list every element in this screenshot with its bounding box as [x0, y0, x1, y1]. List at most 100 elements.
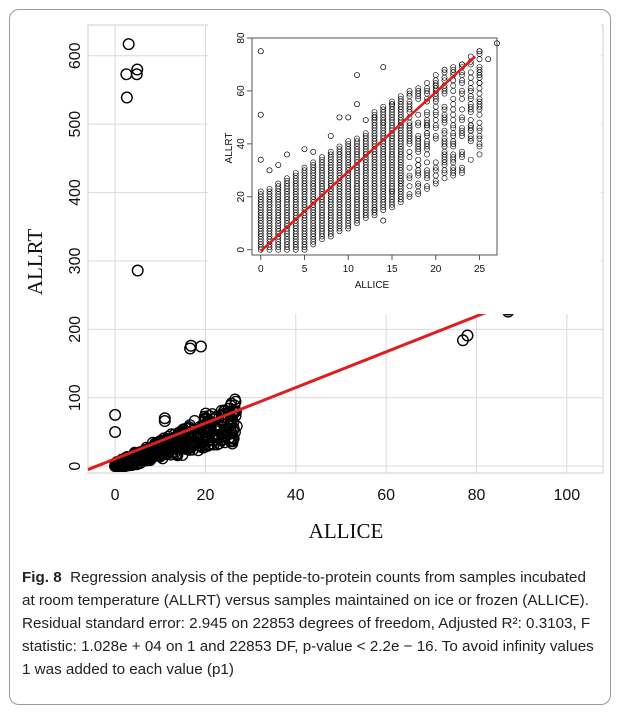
inset-column-point — [441, 103, 448, 110]
inset-column-point — [284, 175, 290, 182]
inset-data-point — [327, 132, 334, 139]
inset-data-point — [345, 114, 352, 121]
inset-data-point — [476, 80, 483, 86]
inset-column-point — [450, 151, 457, 158]
inset-column-point — [476, 151, 483, 158]
main-cluster-point — [202, 435, 215, 447]
inset-column-point — [459, 148, 465, 155]
inset-column-point — [459, 106, 465, 113]
inset-column-point — [424, 170, 430, 176]
inset-column-point — [406, 183, 413, 190]
inset-column-point — [467, 103, 474, 110]
inset-column-point — [450, 64, 457, 71]
inset-data-point — [354, 101, 360, 108]
inset-column-point — [467, 95, 474, 102]
main-cluster-point — [162, 445, 175, 458]
inset-column-point — [459, 72, 465, 78]
main-y-tick-label: 400 — [67, 179, 84, 206]
inset-data-point — [284, 151, 290, 158]
main-x-axis-title: ALLICE — [309, 519, 384, 543]
inset-column-point — [432, 111, 439, 118]
inset-column-point — [432, 180, 439, 187]
inset-data-point — [257, 48, 264, 55]
inset-data-point — [485, 56, 492, 63]
inset-column-point — [424, 88, 430, 94]
inset-column-point — [406, 191, 413, 198]
inset-column-point — [301, 167, 308, 174]
inset-column-point — [424, 185, 430, 192]
inset-y-tick-label: 60 — [236, 85, 247, 97]
main-cluster-point — [169, 443, 182, 456]
inset-data-point — [415, 119, 422, 126]
inset-data-point — [275, 162, 282, 168]
main-y-tick-label: 100 — [67, 384, 84, 411]
inset-column-point — [450, 154, 457, 160]
inset-column-point — [459, 125, 465, 131]
inset-column-point — [415, 170, 422, 176]
caption-text: Regression analysis of the peptide-to-pr… — [22, 569, 594, 678]
inset-column-point — [467, 156, 474, 163]
inset-column-point — [406, 90, 413, 97]
inset-column-point — [336, 143, 343, 150]
main-x-tick-label: 40 — [287, 487, 305, 504]
main-x-tick-label: 100 — [554, 487, 581, 504]
inset-column-point — [406, 193, 413, 200]
inset-data-point — [450, 140, 457, 147]
inset-column-point — [406, 148, 413, 155]
inset-column-point — [319, 154, 325, 160]
inset-column-point — [292, 170, 299, 176]
inset-column-point — [467, 125, 474, 131]
inset-column-point — [389, 98, 395, 105]
main-x-tick-label: 20 — [197, 487, 215, 504]
inset-column-point — [380, 106, 387, 113]
inset-column-point — [415, 111, 422, 118]
main-data-point — [122, 38, 135, 51]
inset-y-tick-label: 0 — [236, 246, 247, 252]
inset-column-point — [406, 88, 413, 94]
inset-data-point — [389, 101, 395, 108]
main-y-tick-label: 0 — [67, 462, 84, 471]
inset-column-point — [467, 135, 474, 142]
inset-column-point — [432, 159, 439, 166]
inset-column-point — [432, 72, 439, 78]
inset-column-point — [292, 172, 299, 179]
inset-column-point — [354, 138, 360, 145]
main-y-tick-label: 300 — [67, 248, 84, 275]
inset-data-point — [257, 156, 264, 163]
inset-column-point — [415, 191, 422, 198]
inset-x-tick-label: 5 — [302, 264, 308, 275]
main-y-tick-label: 200 — [67, 316, 84, 343]
inset-column-point — [459, 164, 465, 171]
inset-column-point — [301, 164, 308, 171]
inset-column-point — [327, 148, 334, 155]
inset-column-point — [371, 111, 378, 118]
inset-data-point — [257, 111, 264, 118]
inset-data-point — [424, 122, 430, 129]
inset-data-point — [266, 167, 273, 174]
inset-data-point — [432, 82, 439, 89]
inset-data-point — [467, 127, 474, 134]
inset-column-point — [362, 133, 369, 139]
inset-column-point — [441, 151, 448, 158]
inset-x-tick-label: 15 — [386, 264, 398, 275]
inset-data-point — [494, 40, 500, 47]
main-data-point — [194, 340, 207, 353]
main-dense-cluster — [109, 393, 243, 473]
inset-data-point — [354, 72, 360, 78]
inset-x-axis-title: ALLICE — [355, 280, 390, 291]
inset-data-point — [406, 125, 413, 131]
inset-column-point — [441, 170, 448, 176]
inset-column-point — [459, 88, 465, 94]
inset-column-point — [459, 117, 465, 123]
inset-data-point — [441, 143, 448, 150]
inset-column-point — [459, 151, 465, 158]
inset-column-point — [415, 133, 422, 139]
inset-y-tick-labels: 0 20 40 60 80 — [236, 32, 252, 252]
inset-column-point — [432, 125, 439, 131]
main-data-point — [461, 329, 474, 342]
inset-column-point — [345, 138, 352, 145]
inset-column-point — [432, 135, 439, 142]
inset-column-point — [441, 127, 448, 134]
main-y-axis-title: ALLRT — [23, 229, 47, 296]
inset-column-point — [424, 183, 430, 190]
